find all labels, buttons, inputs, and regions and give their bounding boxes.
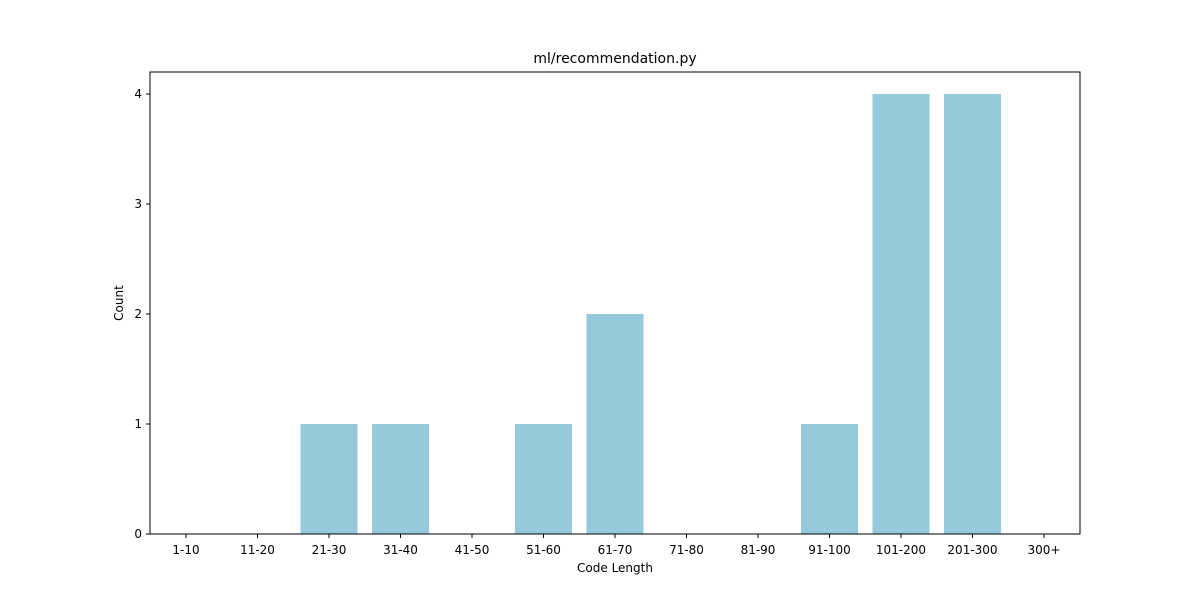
x-tick-label: 71-80: [669, 543, 704, 557]
y-axis-ticks: 0 1 2 3 4: [134, 87, 150, 541]
x-tick-label: 61-70: [598, 543, 633, 557]
plot-frame: [149, 71, 1081, 535]
x-axis-ticks: 1-10 11-20 21-30 31-40 41-50 51-60 61-70 71-80 8…: [172, 534, 1060, 557]
bar-21-30: [300, 424, 358, 534]
y-tick-label: 2: [134, 307, 142, 321]
x-tick-label: 31-40: [383, 543, 418, 557]
x-tick-label: 41-50: [455, 543, 490, 557]
bars-group: [300, 94, 1001, 534]
y-axis-label: Count: [112, 285, 126, 321]
y-tick-label: 0: [134, 527, 142, 541]
y-tick-label: 1: [134, 417, 142, 431]
bar-201-300: [944, 94, 1001, 534]
chart-title: ml/recommendation.py: [533, 51, 696, 67]
bar-51-60: [515, 424, 572, 534]
x-axis-label: Code Length: [577, 561, 653, 575]
bar-31-40: [372, 424, 429, 534]
x-tick-label: 21-30: [312, 543, 347, 557]
x-tick-label: 300+: [1028, 543, 1061, 557]
x-tick-label: 11-20: [240, 543, 275, 557]
bar-91-100: [801, 424, 858, 534]
y-tick-label: 3: [134, 197, 142, 211]
x-tick-label: 81-90: [741, 543, 776, 557]
bar-101-200: [872, 94, 930, 534]
bar-61-70: [586, 314, 644, 534]
x-tick-label: 51-60: [526, 543, 561, 557]
x-tick-label: 201-300: [947, 543, 997, 557]
y-tick-label: 4: [134, 87, 142, 101]
x-tick-label: 1-10: [172, 543, 199, 557]
x-tick-label: 91-100: [808, 543, 851, 557]
x-tick-label: 101-200: [876, 543, 926, 557]
